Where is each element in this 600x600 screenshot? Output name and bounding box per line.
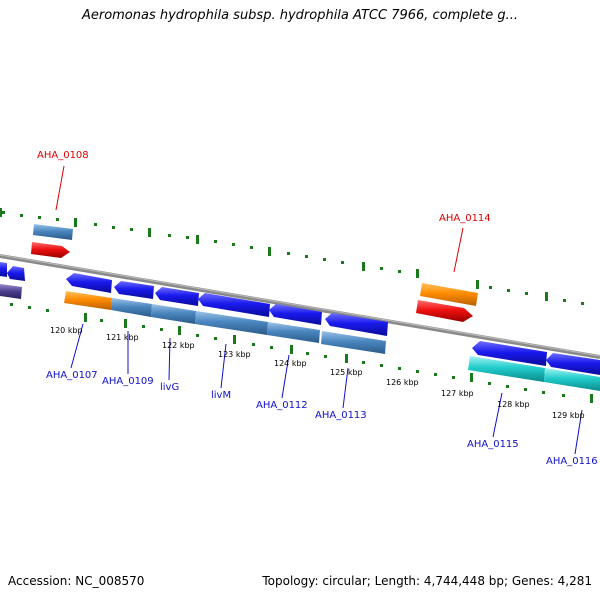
kbp-label: 128 kbp — [497, 400, 530, 409]
gene-cyan-bar-2[interactable] — [544, 368, 600, 391]
genome-backbone — [0, 254, 600, 359]
kbp-label: 120 kbp — [50, 326, 83, 335]
gene-aha-0114-red[interactable] — [416, 300, 473, 322]
gene-aha-0116-arrow[interactable] — [546, 353, 600, 375]
gene-aha-0113-arrow[interactable] — [325, 313, 388, 336]
gene-left-partial-blue-2[interactable] — [7, 266, 25, 281]
gene-label-aha-0113[interactable]: AHA_0113 — [315, 410, 367, 421]
label-leader-lines — [55, 165, 583, 455]
gene-steel-bar-3[interactable] — [195, 311, 268, 335]
gene-label-aha-0116[interactable]: AHA_0116 — [546, 456, 598, 467]
gene-aha-0107-orange-bar[interactable] — [64, 291, 112, 310]
kbp-label: 127 kbp — [441, 389, 474, 398]
gene-aha-0115-arrow[interactable] — [472, 341, 547, 366]
gene-labels: AHA_0108 AHA_0114 AHA_0107 AHA_0109 livG… — [37, 150, 598, 467]
lower-dotted-track — [10, 303, 565, 397]
gene-label-aha-0115[interactable]: AHA_0115 — [467, 439, 519, 450]
gene-label-aha-0112[interactable]: AHA_0112 — [256, 400, 308, 411]
gene-steel-bar-4[interactable] — [267, 322, 320, 343]
gene-label-livm[interactable]: livM — [211, 390, 231, 401]
gene-left-partial-purple[interactable] — [0, 284, 22, 299]
map-title: Aeromonas hydrophila subsp. hydrophila A… — [81, 8, 519, 23]
gene-label-aha-0114[interactable]: AHA_0114 — [439, 213, 491, 224]
gene-aha-0107-arrow[interactable] — [66, 273, 112, 293]
gene-aha-0108-arrow[interactable] — [33, 224, 73, 240]
gene-aha-0114-orange[interactable] — [420, 283, 478, 306]
gene-steel-bar-2[interactable] — [151, 304, 196, 324]
gene-aha-0112-arrow[interactable] — [269, 304, 322, 325]
gene-aha-0109-arrow[interactable] — [114, 281, 154, 299]
upper-dotted-track — [2, 211, 584, 305]
gene-cyan-bar-1[interactable] — [468, 356, 545, 382]
kbp-label: 124 kbp — [274, 359, 307, 368]
kbp-label: 121 kbp — [106, 333, 139, 342]
upper-track-ticks — [0, 208, 548, 301]
gene-left-partial-blue[interactable] — [0, 262, 7, 277]
kbp-label: 122 kbp — [162, 341, 195, 350]
genome-summary-text: Topology: circular; Length: 4,744,448 bp… — [262, 574, 592, 588]
gene-steel-bar-5[interactable] — [321, 331, 386, 354]
gene-label-aha-0107[interactable]: AHA_0107 — [46, 370, 98, 381]
gene-steel-bar-1[interactable] — [111, 298, 152, 317]
kbp-label: 129 kbp — [552, 411, 585, 420]
accession-text: Accession: NC_008570 — [8, 574, 145, 588]
gene-livg-arrow[interactable] — [155, 287, 199, 306]
kbp-label: 123 kbp — [218, 350, 251, 359]
kbp-label: 126 kbp — [386, 378, 419, 387]
lower-track-ticks — [84, 313, 593, 403]
gene-livm-arrow[interactable] — [198, 293, 270, 317]
kbp-label: 125 kbp — [330, 368, 363, 377]
gene-aha-0108-red-arrow[interactable] — [31, 242, 70, 258]
gene-label-aha-0109[interactable]: AHA_0109 — [102, 376, 154, 387]
kbp-tick-labels: 120 kbp 121 kbp 122 kbp 123 kbp 124 kbp … — [50, 326, 585, 420]
gene-label-aha-0108[interactable]: AHA_0108 — [37, 150, 89, 161]
gene-label-livg[interactable]: livG — [160, 382, 179, 393]
